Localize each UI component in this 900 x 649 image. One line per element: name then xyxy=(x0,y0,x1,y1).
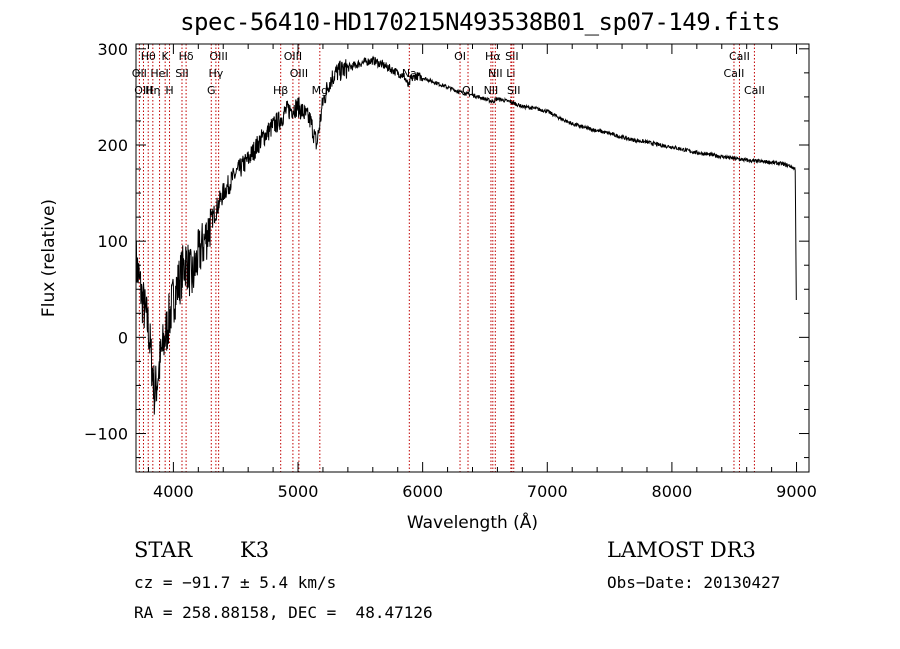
line-marker-label-2: OIII xyxy=(134,84,152,97)
object-class: STAR xyxy=(134,538,193,562)
line-marker-label-10: Hγ xyxy=(208,67,223,80)
line-marker-label-23: NII xyxy=(484,84,499,97)
coordinates: RA = 258.88158, DEC = 48.47126 xyxy=(134,603,433,622)
line-marker-label-24: SII xyxy=(507,84,520,97)
line-marker-label-0: Hθ xyxy=(141,50,156,63)
x-tick-label-7000: 7000 xyxy=(527,482,568,501)
line-marker-label-1: OII xyxy=(132,67,147,80)
line-marker-label-4: HeI xyxy=(150,67,168,80)
y-axis-label: Flux (relative) xyxy=(39,199,59,317)
line-marker-label-5: Hη xyxy=(145,84,160,97)
x-tick-label-5000: 5000 xyxy=(278,482,319,501)
survey-label: LAMOST DR3 xyxy=(607,538,756,562)
line-marker-label-8: H xyxy=(165,84,173,97)
y-tick-label-300: 300 xyxy=(97,40,128,59)
line-marker-label-7: SII xyxy=(175,67,188,80)
x-tick-label-8000: 8000 xyxy=(652,482,693,501)
chart-title: spec-56410-HD170215N493538B01_sp07-149.f… xyxy=(180,8,780,36)
line-marker-label-15: Mg xyxy=(312,84,328,97)
line-marker-label-11: G xyxy=(207,84,216,97)
line-marker-label-20: SII xyxy=(505,50,518,63)
line-marker-label-6: Hδ xyxy=(179,50,194,63)
line-marker-label-9: OIII xyxy=(209,50,227,63)
y-tick-label-100: 100 xyxy=(97,232,128,251)
spectrum-series-line xyxy=(135,55,797,415)
line-marker-label-14: Hβ xyxy=(273,84,288,97)
line-marker-label-12: OIII xyxy=(284,50,302,63)
line-marker-label-25: CaII xyxy=(729,50,750,63)
line-marker-label-13: OIII xyxy=(290,67,308,80)
line-marker-label-19: Hα xyxy=(485,50,501,63)
y-tick-label-0: 0 xyxy=(118,328,128,347)
x-tick-label-9000: 9000 xyxy=(776,482,817,501)
observation-date: Obs−Date: 20130427 xyxy=(607,573,781,592)
line-marker-label-3: K xyxy=(162,50,170,63)
x-tick-label-4000: 4000 xyxy=(153,482,194,501)
line-marker-label-18: OI xyxy=(462,84,474,97)
x-tick-label-6000: 6000 xyxy=(402,482,443,501)
y-tick-label-200: 200 xyxy=(97,136,128,155)
line-marker-label-22: Li xyxy=(506,67,515,80)
line-marker-label-27: CaII xyxy=(744,84,765,97)
x-axis-label: Wavelength (Å) xyxy=(407,511,538,533)
redshift-velocity: cz = −91.7 ± 5.4 km/s xyxy=(134,573,337,592)
line-marker-label-26: CaII xyxy=(724,67,745,80)
line-marker-label-21: NII xyxy=(488,67,503,80)
y-tick-label--100: −100 xyxy=(84,425,128,444)
plot-frame xyxy=(135,43,810,473)
object-subclass: K3 xyxy=(240,538,270,562)
line-marker-label-17: OI xyxy=(454,50,466,63)
